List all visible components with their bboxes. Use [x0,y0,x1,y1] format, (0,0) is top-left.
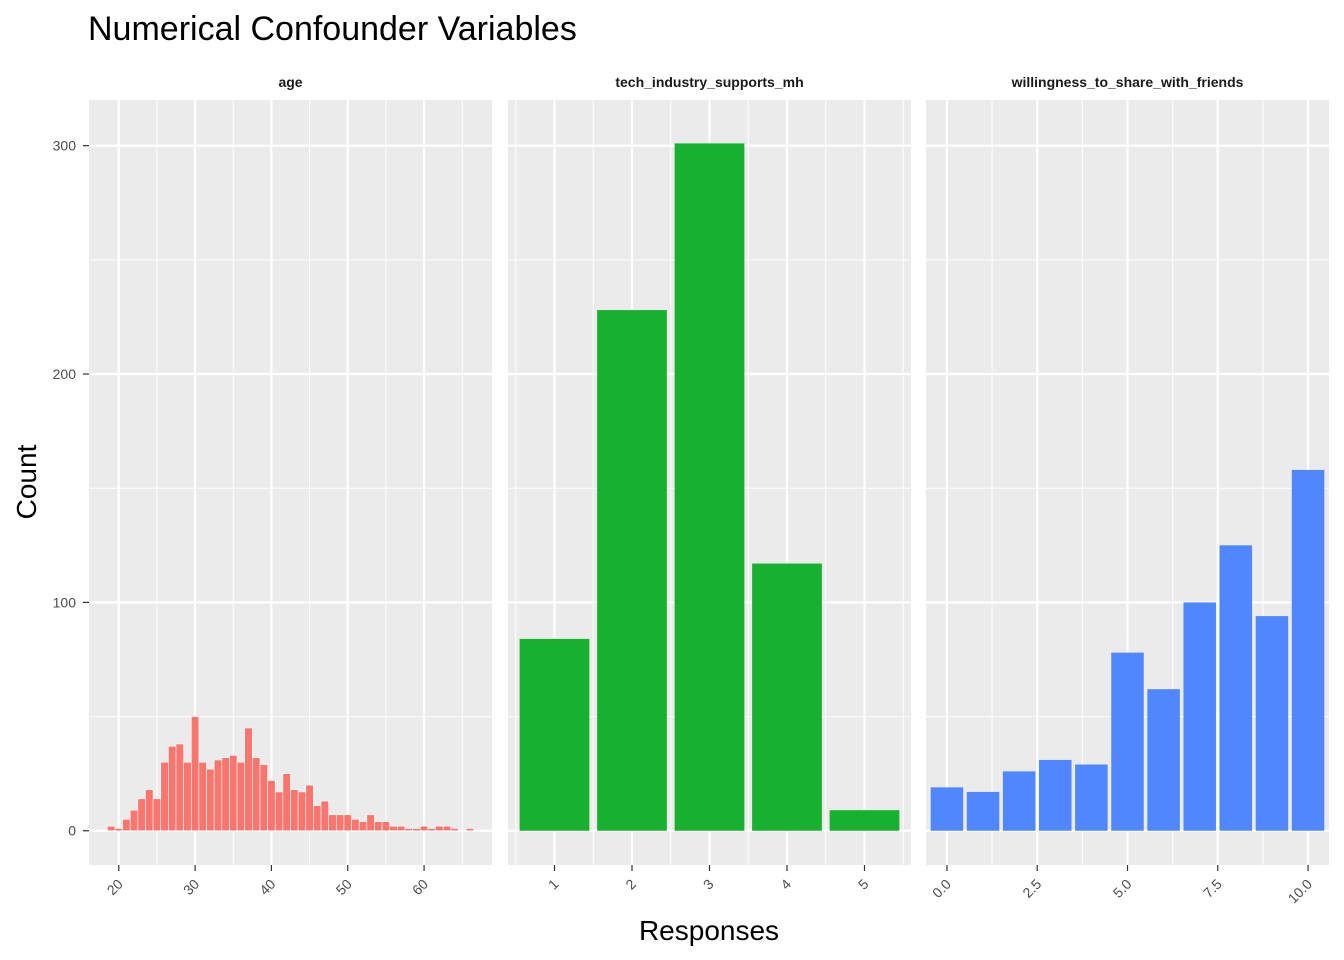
x-tick-label: 5 [855,876,872,893]
bar [320,800,329,832]
bar [305,784,314,832]
bar [190,716,200,832]
bar [829,810,900,831]
bar [1039,759,1072,831]
bar [1183,602,1216,831]
bar [244,727,253,832]
bar [597,310,667,831]
bar [335,814,345,832]
x-tick-label: 20 [104,876,126,898]
bar [107,825,116,832]
bar [122,819,131,832]
bar [297,791,307,832]
y-tick-label: 0 [68,823,76,839]
x-tick-label: 0.0 [929,876,954,901]
plot-area: age 20 30 40 50 60 tech_industry_supports_mh 1 2… [89,74,1329,906]
bar [206,768,215,832]
bar [183,761,192,832]
x-tick-label: 2 [622,876,639,893]
bar [930,787,964,831]
x-tick-label: 2.5 [1019,876,1044,901]
facet-panel-age: age 20 30 40 50 60 [89,74,492,898]
x-tick-label: 4 [777,876,794,893]
bar [1075,764,1108,831]
bar [427,828,436,832]
panel-background [89,100,492,865]
bar [442,825,452,832]
facet-strip-label: age [278,74,302,90]
facet-panel-tech-industry-supports-mh: tech_industry_supports_mh 1 2 3 4 5 [508,74,911,893]
x-tick-label: 10.0 [1285,876,1316,907]
bar [450,828,459,832]
bar [313,805,322,832]
bar [259,764,268,832]
bar [1255,616,1289,831]
x-tick-label: 60 [409,876,431,898]
bar [752,563,822,831]
x-tick-label: 3 [700,876,717,893]
bar [152,798,162,832]
bar [137,798,146,832]
y-axis: 0 100 200 300 [53,138,89,839]
bar [129,809,139,832]
y-axis-title: Count [11,444,42,519]
bar [252,757,261,832]
bar [175,743,184,832]
y-tick-label: 100 [53,594,77,610]
bar [198,761,207,832]
facet-strip-label: willingness_to_share_with_friends [1011,74,1244,90]
bar [351,819,360,832]
bar [343,814,352,832]
bar [236,761,246,832]
bar [328,814,337,832]
x-tick-label: 50 [333,876,355,898]
bar [274,791,284,832]
bar [366,814,375,832]
bar [114,828,123,832]
bar [221,757,230,832]
bar [1147,689,1180,831]
x-axis-title: Responses [639,915,779,946]
bar [389,825,398,832]
bar [229,755,238,832]
bar [282,773,291,832]
bar [145,789,154,832]
y-tick-label: 300 [53,138,77,154]
facet-panel-willingness-to-share-with-friends: willingness_to_share_with_friends 0.0 2.5 5… [926,74,1329,906]
bar [404,828,413,832]
bar [674,143,745,831]
x-tick-label: 1 [545,876,562,893]
facet-strip-label: tech_industry_supports_mh [615,74,803,90]
bar [435,825,444,832]
bar [465,828,474,832]
bar [358,821,368,832]
x-tick-label: 7.5 [1200,876,1225,901]
bar [1291,469,1325,831]
chart-title: Numerical Confounder Variables [88,10,577,48]
bar [290,789,299,832]
bar [412,828,421,832]
bar [381,821,391,832]
bar [374,821,383,832]
bar [213,759,223,832]
x-tick-label: 40 [256,876,278,898]
x-tick-label: 30 [180,876,202,898]
bar [267,780,276,832]
bar [419,825,429,832]
y-tick-label: 200 [53,366,77,382]
bar [519,638,590,831]
x-tick-label: 5.0 [1110,876,1135,901]
bar [1219,545,1253,831]
bar [1002,771,1036,831]
bar [966,791,1000,831]
bar [168,745,177,832]
bar [397,825,406,832]
bar [160,761,169,832]
bar [1111,652,1144,831]
